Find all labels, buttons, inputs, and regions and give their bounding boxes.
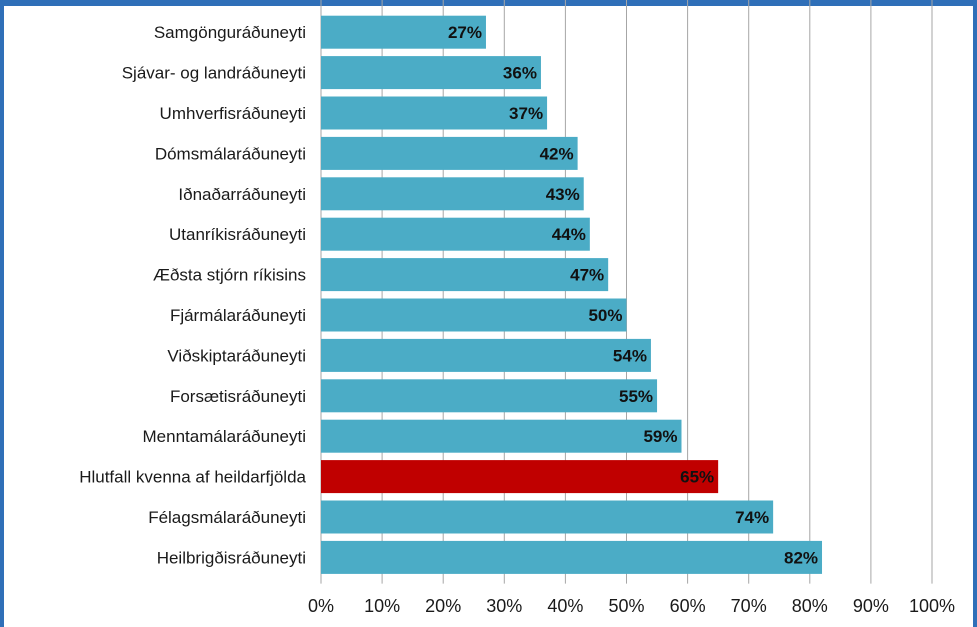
x-tick-label: 0% bbox=[308, 596, 334, 616]
bar bbox=[321, 15, 486, 49]
bar bbox=[321, 298, 627, 332]
x-tick-label: 60% bbox=[670, 596, 706, 616]
value-label: 42% bbox=[540, 144, 574, 163]
bar bbox=[321, 96, 548, 130]
category-label: Dómsmálaráðuneyti bbox=[155, 144, 306, 163]
category-label: Umhverfisráðuneyti bbox=[160, 104, 306, 123]
category-label: Utanríkisráðuneyti bbox=[169, 225, 306, 244]
value-label: 54% bbox=[613, 346, 647, 365]
bar bbox=[321, 258, 609, 292]
value-labels: 27% 36% 37% 42% 43% 44% 47% 50% 54% 55% 59% 65% 74% 8… bbox=[448, 23, 818, 567]
category-label: Hlutfall kvenna af heildarfjölda bbox=[79, 468, 306, 487]
value-label: 59% bbox=[643, 427, 677, 446]
value-label: 50% bbox=[588, 306, 622, 325]
value-label: 43% bbox=[546, 185, 580, 204]
x-tick-label: 40% bbox=[547, 596, 583, 616]
bar bbox=[321, 379, 658, 413]
value-label: 65% bbox=[680, 468, 714, 487]
value-label: 27% bbox=[448, 23, 482, 42]
category-label: Menntamálaráðuneyti bbox=[143, 427, 306, 446]
x-tick-label: 50% bbox=[608, 596, 644, 616]
x-tick-label: 100% bbox=[909, 596, 955, 616]
x-tick-label: 20% bbox=[425, 596, 461, 616]
x-tick-label: 70% bbox=[731, 596, 767, 616]
bar bbox=[321, 177, 584, 211]
bar bbox=[321, 217, 590, 251]
category-label: Viðskiptaráðuneyti bbox=[167, 346, 306, 365]
value-label: 74% bbox=[735, 508, 769, 527]
category-label: Iðnaðarráðuneyti bbox=[178, 185, 306, 204]
category-label: Heilbrigðisráðuneyti bbox=[157, 548, 306, 567]
category-label: Samgönguráðuneyti bbox=[154, 23, 306, 42]
value-label: 82% bbox=[784, 548, 818, 567]
bar bbox=[321, 136, 578, 170]
category-labels: Samgönguráðuneyti Sjávar- og landráðuneyt… bbox=[79, 23, 306, 567]
x-tick-label: 80% bbox=[792, 596, 828, 616]
bar bbox=[321, 540, 823, 574]
x-tick-labels: 0% 10% 20% 30% 40% 50% 60% 70% 80% 90% 100% bbox=[308, 596, 955, 616]
category-label: Fjármálaráðuneyti bbox=[170, 306, 306, 325]
category-label: Forsætisráðuneyti bbox=[170, 387, 306, 406]
x-tick-label: 90% bbox=[853, 596, 889, 616]
value-label: 36% bbox=[503, 64, 537, 83]
value-label: 44% bbox=[552, 225, 586, 244]
x-tick-label: 30% bbox=[486, 596, 522, 616]
value-label: 55% bbox=[619, 387, 653, 406]
category-label: Sjávar- og landráðuneyti bbox=[122, 64, 306, 83]
category-label: Æðsta stjórn ríkisins bbox=[153, 266, 306, 285]
bar bbox=[321, 460, 719, 494]
bars bbox=[321, 15, 823, 574]
bar bbox=[321, 56, 541, 90]
bar bbox=[321, 338, 651, 372]
value-label: 37% bbox=[509, 104, 543, 123]
bar bbox=[321, 419, 682, 453]
bar bbox=[321, 500, 774, 534]
frame-right-edge bbox=[973, 0, 977, 627]
category-label: Félagsmálaráðuneyti bbox=[148, 508, 306, 527]
x-tick-label: 10% bbox=[364, 596, 400, 616]
value-label: 47% bbox=[570, 266, 604, 285]
